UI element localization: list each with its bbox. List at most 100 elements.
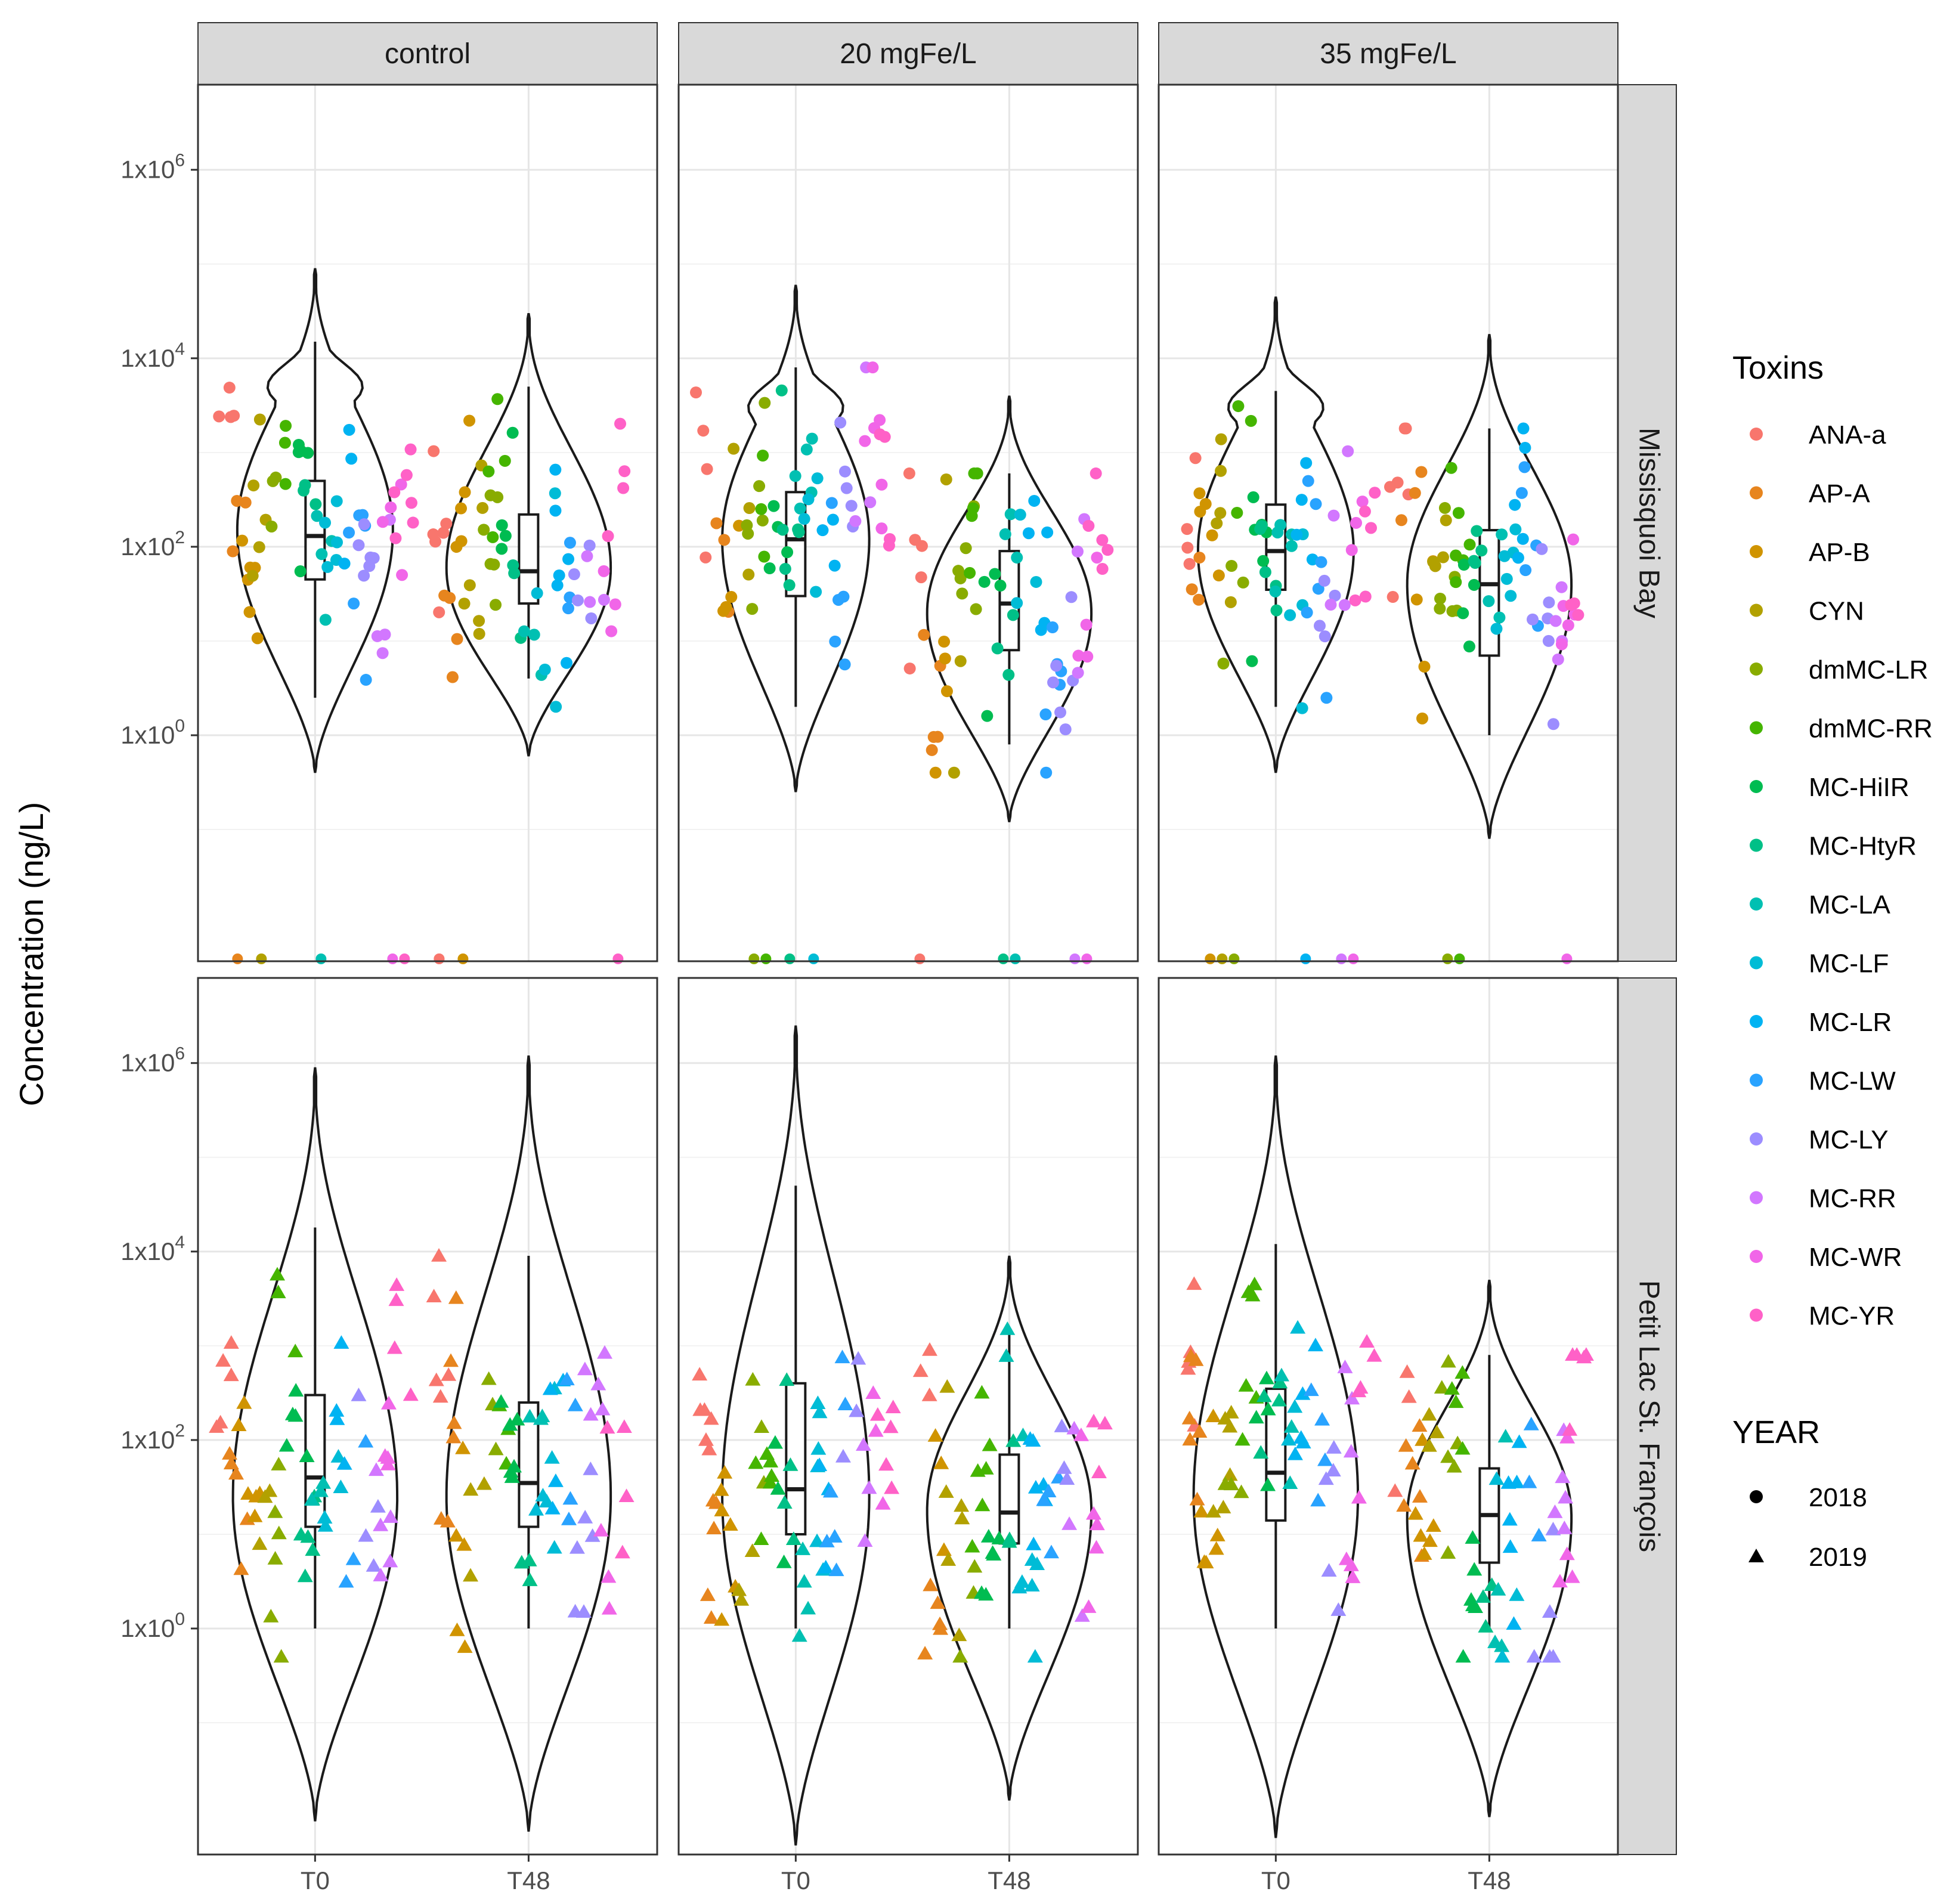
data-point-triangle	[763, 1468, 779, 1482]
data-point-circle	[720, 600, 732, 613]
data-point-circle	[1082, 519, 1095, 532]
data-point-circle	[1345, 544, 1358, 556]
data-point-circle	[1517, 422, 1530, 435]
data-point-circle	[948, 766, 960, 779]
legend-year-label: 2018	[1809, 1483, 1867, 1512]
data-point-circle	[1214, 507, 1227, 519]
data-point-circle	[834, 416, 847, 429]
data-point-circle	[407, 516, 419, 529]
data-point-circle	[1002, 668, 1015, 681]
data-point-circle	[915, 571, 927, 584]
data-point-circle	[427, 528, 440, 541]
data-point-triangle	[762, 1475, 778, 1489]
data-point-zero	[457, 953, 469, 964]
data-point-triangle	[692, 1402, 708, 1416]
data-point-circle	[1498, 550, 1511, 562]
data-point-triangle	[1066, 1420, 1082, 1435]
data-point-triangle	[1440, 1449, 1456, 1463]
data-point-circle	[1509, 523, 1522, 535]
data-point-circle	[1181, 541, 1194, 554]
data-point-circle	[1350, 516, 1363, 529]
data-point-triangle	[513, 1555, 530, 1569]
data-point-circle	[700, 551, 712, 564]
data-point-triangle	[1490, 1582, 1506, 1596]
data-point-circle	[385, 501, 397, 513]
data-point-circle	[1041, 526, 1054, 538]
data-point-circle	[1547, 718, 1559, 730]
data-point-triangle	[974, 1385, 990, 1399]
data-point-triangle	[753, 1531, 769, 1545]
box-iqr	[785, 1382, 807, 1535]
legend-year-label: 2019	[1809, 1543, 1867, 1572]
data-point-circle	[518, 625, 531, 637]
data-point-triangle	[1521, 1474, 1537, 1488]
data-point-circle	[828, 559, 841, 572]
data-point-triangle	[1337, 1360, 1353, 1373]
data-point-triangle	[1523, 1416, 1539, 1431]
data-point-circle	[874, 414, 886, 426]
data-point-circle	[280, 420, 292, 432]
data-point-triangle	[267, 1504, 283, 1518]
data-point-circle	[1035, 624, 1047, 636]
data-point-circle	[319, 614, 332, 626]
data-point-triangle	[1186, 1276, 1202, 1290]
data-point-circle	[1450, 576, 1462, 589]
data-point-triangle	[1233, 1484, 1249, 1499]
data-point-triangle	[257, 1489, 273, 1503]
data-point-triangle	[954, 1510, 970, 1525]
data-point-triangle	[1425, 1518, 1441, 1532]
y-tick-exponent: 0	[175, 716, 185, 736]
data-point-triangle	[1059, 1471, 1075, 1485]
data-point-triangle	[1307, 1338, 1323, 1352]
data-point-circle	[330, 495, 343, 507]
data-point-circle	[1387, 591, 1399, 603]
data-point-circle	[1490, 623, 1503, 635]
y-tick-base: 1x10	[120, 1614, 175, 1642]
data-point-triangle	[1290, 1320, 1306, 1334]
data-point-circle	[1562, 619, 1574, 631]
data-point-triangle	[278, 1438, 295, 1452]
data-point-triangle	[1272, 1374, 1288, 1389]
data-point-circle	[338, 558, 351, 570]
data-point-circle	[227, 545, 239, 558]
data-point-circle	[224, 411, 237, 423]
data-point-circle	[1358, 505, 1371, 518]
data-point-circle	[742, 568, 755, 581]
data-point-triangle	[287, 1343, 304, 1358]
data-point-triangle	[547, 1473, 564, 1487]
data-point-circle	[581, 550, 593, 562]
data-point-circle	[571, 594, 584, 606]
data-point-triangle	[1502, 1512, 1518, 1526]
data-point-circle	[1555, 638, 1568, 651]
row-strip-1	[1617, 977, 1677, 1855]
data-point-circle	[358, 569, 370, 582]
data-point-triangle	[1564, 1569, 1580, 1583]
data-point-triangle	[868, 1423, 884, 1437]
box-iqr	[1265, 503, 1287, 591]
panel-background	[198, 978, 657, 1855]
data-point-triangle	[1248, 1410, 1264, 1424]
data-point-triangle	[271, 1525, 287, 1540]
data-point-zero	[914, 953, 926, 964]
y-tick-base: 1x10	[120, 1049, 175, 1077]
data-point-zero	[784, 953, 796, 964]
data-point-circle	[549, 504, 562, 517]
data-point-circle	[849, 515, 862, 527]
data-point-triangle	[1273, 1367, 1289, 1382]
data-point-triangle	[370, 1499, 386, 1513]
data-point-triangle	[463, 1568, 479, 1582]
data-point-triangle	[1029, 1556, 1045, 1571]
data-point-circle	[231, 494, 243, 507]
data-point-triangle	[1401, 1389, 1417, 1403]
data-point-circle	[491, 393, 504, 405]
data-point-triangle	[1330, 1602, 1347, 1616]
data-point-circle	[568, 568, 580, 581]
data-point-circle	[1211, 517, 1223, 530]
data-point-circle	[1555, 581, 1568, 593]
data-point-circle	[243, 606, 256, 618]
data-point-circle	[490, 599, 502, 611]
data-point-circle	[710, 517, 723, 530]
y-tick-base: 1x10	[120, 344, 175, 372]
data-point-circle	[1468, 555, 1480, 567]
data-point-circle	[701, 463, 713, 475]
